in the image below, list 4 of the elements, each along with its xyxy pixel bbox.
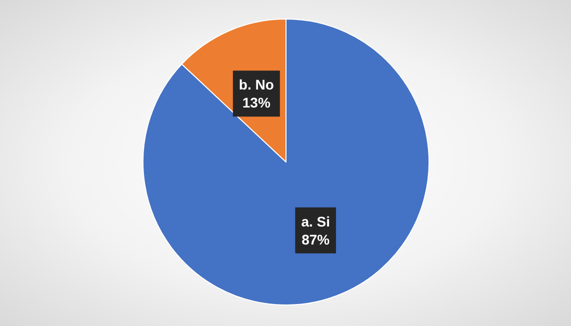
data-label: 13% <box>242 94 271 111</box>
slice-label: a. Si <box>301 213 330 230</box>
data-label: 87% <box>302 231 330 248</box>
slice-label: b. No <box>238 76 274 93</box>
